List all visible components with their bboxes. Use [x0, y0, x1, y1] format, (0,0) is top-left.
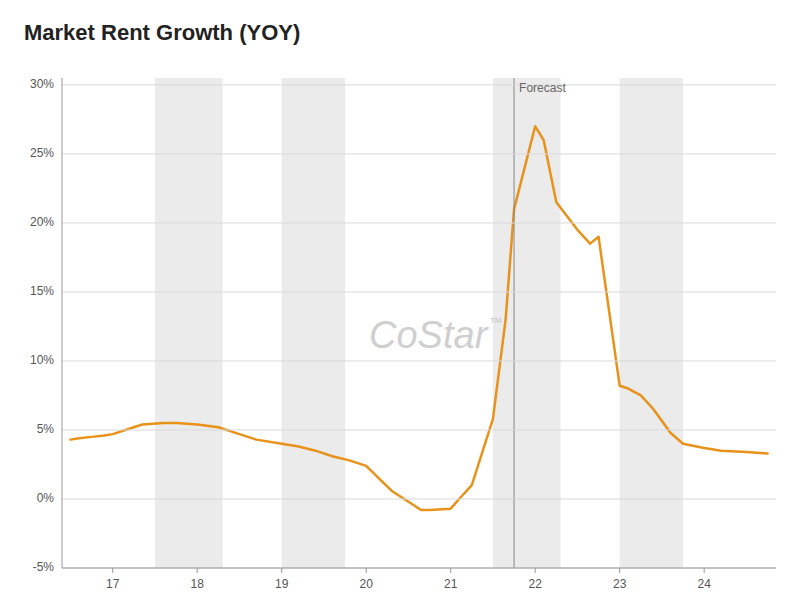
grid-line — [62, 291, 776, 292]
y-axis-line — [62, 78, 63, 568]
x-tick-label: 20 — [360, 577, 374, 591]
x-tick — [281, 568, 282, 573]
grid-line — [62, 568, 776, 569]
shaded-band — [155, 78, 223, 568]
grid-line — [62, 153, 776, 154]
forecast-label: Forecast — [519, 81, 566, 95]
x-tick-label: 19 — [275, 577, 289, 591]
x-tick — [450, 568, 451, 573]
x-tick — [366, 568, 367, 573]
x-axis-line — [62, 568, 776, 569]
x-tick — [619, 568, 620, 573]
watermark-tm: ™ — [489, 315, 502, 330]
grid-line — [62, 222, 776, 223]
y-tick-label: -5% — [33, 560, 55, 574]
x-tick — [112, 568, 113, 573]
title: Market Rent Growth (YOY) — [24, 20, 300, 45]
y-tick-label: 30% — [30, 77, 54, 91]
grid-line — [62, 429, 776, 430]
watermark: CoStar — [369, 314, 489, 356]
x-tick-label: 23 — [613, 577, 627, 591]
shaded-band — [493, 78, 561, 568]
y-tick-label: 20% — [30, 215, 54, 229]
x-tick-label: 24 — [697, 577, 711, 591]
x-tick — [197, 568, 198, 573]
grid-line — [62, 84, 776, 85]
x-tick-label: 22 — [529, 577, 543, 591]
grid-line — [62, 498, 776, 499]
x-tick-label: 17 — [106, 577, 120, 591]
line — [70, 126, 767, 510]
background — [0, 0, 800, 612]
y-tick-label: 0% — [37, 491, 55, 505]
shaded-band — [282, 78, 345, 568]
x-tick — [535, 568, 536, 573]
y-tick-label: 10% — [30, 353, 54, 367]
x-tick-label: 21 — [444, 577, 458, 591]
x-tick — [704, 568, 705, 573]
chart: Market Rent Growth (YOY) -5% 0% 5% 10% 15% 20%… — [0, 0, 800, 612]
shaded-band — [620, 78, 683, 568]
forecast-line — [514, 78, 515, 568]
x-tick-label: 18 — [191, 577, 205, 591]
y-tick-label: 5% — [37, 422, 55, 436]
y-tick-label: 25% — [30, 146, 54, 160]
grid-line — [62, 360, 776, 361]
y-tick-label: 15% — [30, 284, 54, 298]
plot-area — [70, 78, 767, 568]
